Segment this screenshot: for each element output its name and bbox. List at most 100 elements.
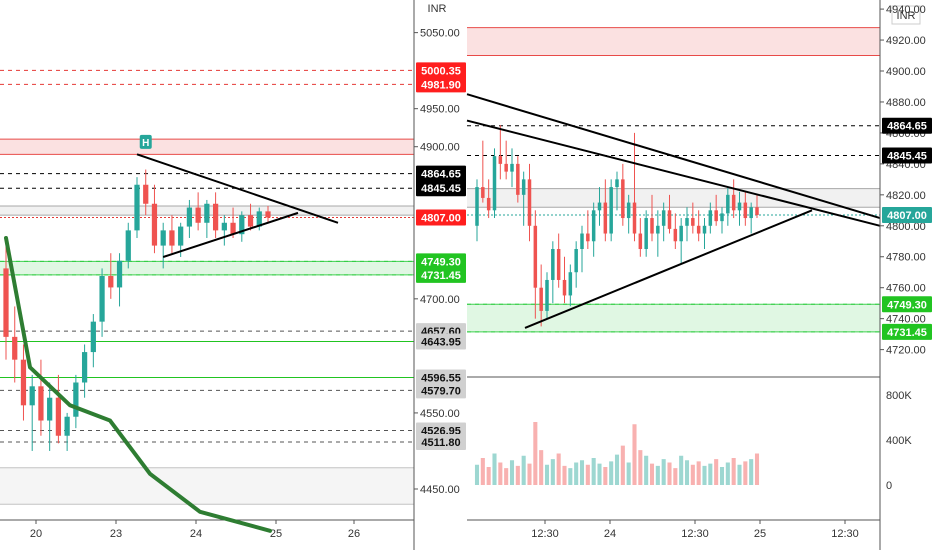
candle-body-4 (38, 386, 44, 421)
left-chart-panel[interactable]: 20 23 24 25 26 H (0, 69, 414, 540)
candle-body-8 (521, 179, 526, 195)
x-tick-label-3: 25 (754, 528, 766, 540)
volume-bar-2 (486, 467, 491, 485)
right-chart-panel[interactable]: 12:30 24 12:30 25 12:30 (466, 27, 932, 540)
moving-average-line (4, 236, 272, 533)
price-level-badge-3 (882, 296, 932, 313)
candle-body-45 (737, 202, 742, 211)
volume-bar-13 (550, 459, 555, 485)
volume-tick-label-0: 800K (886, 390, 912, 402)
candle-body-10 (90, 321, 96, 353)
zone-0 (467, 27, 880, 56)
candle-body-40 (708, 210, 713, 226)
volume-bar-17 (574, 462, 579, 485)
left-currency-label: INR (428, 3, 447, 15)
volume-bar-7 (515, 465, 520, 485)
candle-body-30 (265, 211, 271, 218)
volume-bar-1 (480, 458, 485, 485)
price-level-badge-0 (416, 62, 466, 79)
volume-bar-19 (585, 464, 590, 485)
volume-bar-5 (504, 468, 509, 485)
y-tick-label-2: 4760.00 (886, 283, 926, 295)
candle-body-19 (169, 230, 175, 246)
zone-3 (0, 467, 414, 505)
candle-body-17 (151, 203, 158, 246)
candle-body-2 (486, 197, 491, 211)
candle-body-20 (591, 210, 596, 242)
y-tick-label-0: 4450.00 (420, 484, 460, 496)
price-level-badge-1 (882, 147, 932, 164)
candle-body-28 (638, 233, 643, 250)
y-tick-label-9: 4900.00 (886, 66, 926, 78)
candle-body-24 (615, 179, 619, 188)
candle-body-15 (134, 184, 140, 231)
left-price-axis: INR 4450.00 4550.00 4700.00 4900.00 4950.00 5… (413, 0, 466, 550)
candle-body-30 (650, 218, 654, 234)
x-tick-label-2: 12:30 (681, 528, 709, 540)
volume-bar-46 (743, 461, 748, 485)
candle-body-24 (212, 203, 219, 231)
candle-body-0 (475, 187, 479, 226)
price-level-badge-2 (416, 165, 466, 182)
price-level-label-1: 4845.45 (887, 150, 927, 162)
candle-body-37 (691, 218, 695, 226)
price-level-label-3: 4749.30 (887, 299, 927, 311)
price-level-label-9: 4596.55 (421, 373, 461, 385)
volume-bar-12 (544, 464, 550, 485)
candle-body-6 (55, 397, 62, 436)
volume-bar-14 (556, 453, 561, 485)
candle-body-12 (108, 276, 114, 288)
volume-bar-34 (673, 468, 678, 485)
volume-bar-25 (620, 445, 625, 485)
marker-label: H (142, 138, 149, 149)
zone-2 (0, 261, 414, 275)
candle-body-23 (204, 203, 210, 223)
volume-bar-26 (626, 462, 631, 485)
candle-body-19 (586, 233, 590, 242)
candle-body-39 (702, 225, 707, 234)
right-price-axis: INR 4720.004740.004760.004780.004800.004… (879, 0, 932, 550)
volume-bar-28 (638, 450, 643, 485)
volume-bar-29 (644, 455, 649, 485)
candle-body-13 (551, 249, 555, 280)
price-level-label-0: 4864.65 (887, 121, 927, 133)
candle-body-31 (656, 225, 660, 234)
volume-bar-45 (737, 464, 742, 485)
candle-body-15 (562, 279, 567, 296)
volume-bar-31 (655, 465, 660, 485)
price-level-badge-1 (416, 76, 466, 93)
volume-bar-0 (474, 464, 480, 485)
price-level-badge-9 (416, 369, 466, 386)
price-level-label-4: 4731.45 (887, 327, 927, 339)
volume-bar-9 (527, 463, 532, 485)
volume-bar-37 (690, 464, 695, 485)
price-level-badge-6 (416, 266, 466, 283)
candle-body-27 (632, 202, 637, 234)
trendline-upper-right-2 (466, 119, 881, 227)
volume-bar-30 (649, 463, 655, 485)
candle-body-26 (230, 222, 236, 235)
y-tick-label-2: 4700.00 (420, 294, 460, 306)
x-tick-label-0: 12:30 (531, 528, 559, 540)
right-currency-label: INR (897, 10, 916, 22)
price-level-badge-12 (416, 433, 466, 450)
candle-body-13 (116, 260, 123, 288)
candle-body-27 (239, 215, 245, 235)
volume-bar-21 (597, 463, 602, 485)
candle-body-38 (696, 225, 701, 234)
candle-body-8 (73, 382, 79, 417)
x-tick-label-3: 25 (270, 528, 282, 540)
volume-bar-20 (591, 458, 596, 485)
volume-bar-23 (609, 461, 614, 485)
candle-body-6 (510, 163, 514, 172)
price-level-badge-2 (882, 206, 932, 223)
candle-body-11 (99, 276, 105, 322)
price-level-badge-3 (416, 180, 466, 197)
price-level-badge-10 (416, 382, 466, 399)
candle-body-25 (621, 179, 625, 219)
price-level-badge-0 (882, 117, 932, 134)
y-tick-label-4: 4950.00 (420, 104, 460, 116)
price-level-label-2: 4864.65 (421, 169, 461, 181)
volume-bar-11 (539, 450, 544, 485)
